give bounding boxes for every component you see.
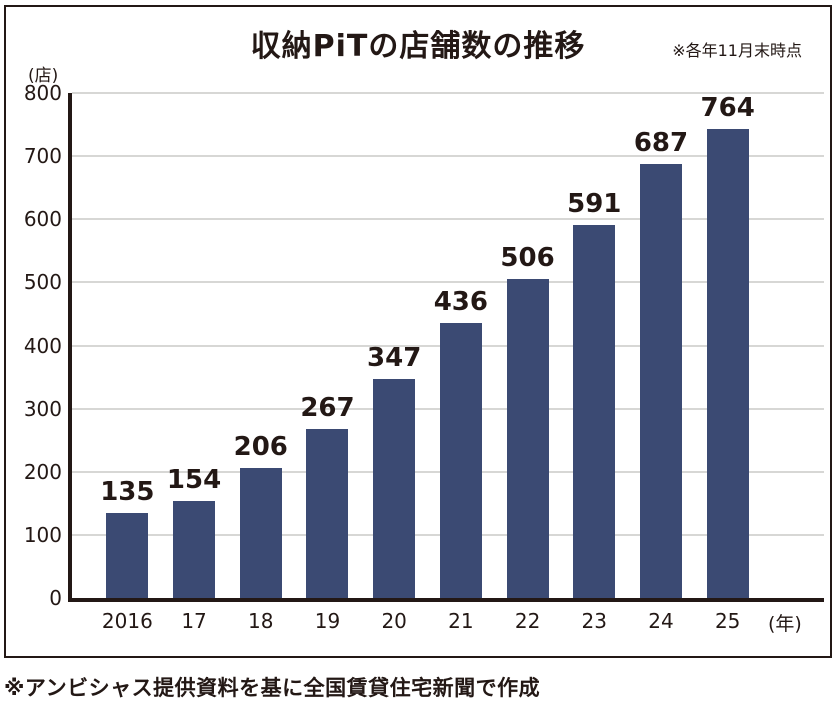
- bar: [239, 467, 282, 598]
- x-tick-label: 24: [648, 609, 674, 633]
- x-tick-label: 19: [314, 609, 341, 633]
- x-tick-label: 20: [381, 609, 407, 633]
- gridline-800: [72, 92, 824, 94]
- bar-value-label: 154: [166, 464, 222, 495]
- bar-value-label: 506: [500, 242, 555, 273]
- y-tick-label: 600: [23, 207, 62, 232]
- bar-column-24: 687: [628, 93, 695, 598]
- y-axis-labels: 0 100 200 300 400 500 600 700 800: [6, 81, 62, 610]
- gridline-700: [72, 155, 824, 158]
- bar-column-18: 206: [227, 93, 294, 598]
- bar: [373, 378, 416, 598]
- x-tick-label: 17: [181, 609, 207, 633]
- bar: [706, 129, 749, 598]
- bar-column-17: 154: [161, 93, 228, 598]
- bar: [439, 322, 482, 598]
- bar-column-20: 347: [361, 93, 428, 598]
- x-tick-label: 22: [514, 609, 541, 633]
- bar: [106, 512, 149, 598]
- bar-column-19: 267: [294, 93, 361, 598]
- bar-value-label: 764: [700, 93, 755, 123]
- gridline-500: [72, 281, 824, 284]
- x-tick-label: 18: [248, 609, 274, 633]
- x-axis-labels: 2016 17 18 19 20 21 22 23 24 25: [94, 609, 761, 633]
- bar-column-25: 764: [694, 93, 761, 598]
- bar-column-2016: 135: [94, 93, 161, 598]
- y-tick-label: 100: [23, 522, 62, 547]
- chart-note: ※各年11月末時点: [672, 41, 802, 60]
- bar-value-label: 347: [367, 342, 422, 373]
- x-tick-label: 25: [714, 609, 741, 633]
- bar-column-22: 506: [494, 93, 561, 598]
- plot-area: 135 154 206 267 347 436 506 591 687 764: [68, 92, 824, 602]
- source-note: ※アンビシャス提供資料を基に全国賃貸住宅新聞で作成: [4, 676, 541, 700]
- bar-value-label: 436: [433, 286, 488, 317]
- y-tick-label: 400: [23, 333, 62, 358]
- chart-panel: 収納PiTの店舗数の推移 ※各年11月末時点 (店) 0 100 200 300 400…: [4, 5, 832, 658]
- bar-value-label: 206: [233, 431, 288, 462]
- y-tick-label: 200: [23, 459, 62, 484]
- x-tick-label: 21: [448, 609, 474, 633]
- x-tick-label: 2016: [101, 609, 153, 633]
- bar-column-21: 436: [428, 93, 495, 598]
- bar: [639, 164, 682, 598]
- bar: [506, 278, 549, 598]
- bar: [173, 500, 216, 598]
- bar-column-23: 591: [561, 93, 628, 598]
- bar-value-label: 591: [567, 188, 622, 219]
- x-axis-unit-label: (年): [768, 613, 802, 635]
- y-axis-unit-label: (店): [28, 66, 59, 86]
- bar-value-label: 687: [633, 128, 689, 159]
- bar: [573, 224, 616, 598]
- y-tick-label: 300: [23, 396, 62, 421]
- y-tick-label: 500: [23, 270, 62, 295]
- y-tick-label: 700: [23, 144, 62, 169]
- y-tick-label: 800: [23, 81, 62, 105]
- bar-value-label: 135: [100, 476, 155, 507]
- bar-value-label: 267: [300, 393, 355, 424]
- bars: 135 154 206 267 347 436 506 591 687 764: [94, 93, 761, 598]
- y-tick-label: 0: [49, 586, 62, 610]
- x-tick-label: 23: [581, 609, 607, 633]
- bar: [306, 429, 349, 598]
- chart-title: 収納PiTの店舗数の推移: [250, 29, 586, 64]
- gridline-600: [72, 218, 824, 221]
